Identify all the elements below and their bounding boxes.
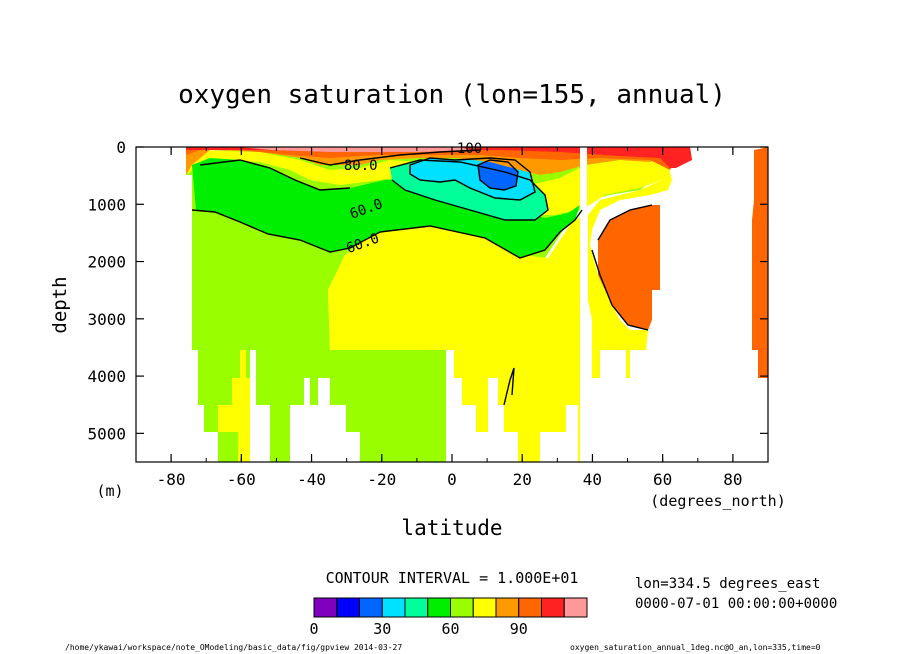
colorbar-swatch [404, 597, 429, 618]
region-70-80-southtail [186, 150, 668, 215]
colorbar [313, 597, 588, 618]
x-tick-label: 80 [723, 470, 742, 489]
colorbar-swatch [336, 597, 360, 618]
colorbar-swatch [313, 597, 338, 618]
contour-line-20 [477, 159, 519, 191]
region-90-100-arctic [752, 147, 768, 378]
colorbar-tick-label: 0 [309, 620, 318, 638]
colorbar-swatch [427, 597, 451, 618]
contour-line-30 [409, 157, 536, 201]
chart-title: oxygen saturation (lon=155, annual) [178, 80, 726, 110]
region-110-plus [240, 147, 470, 152]
colorbar-swatch [450, 597, 474, 618]
region-20-30 [478, 160, 518, 190]
y-tick-label: 0 [116, 138, 126, 157]
colorbar-tick-labels: 0 30 60 90 [309, 620, 527, 638]
y-tick-label: 3000 [87, 310, 126, 329]
colorbar-swatch [472, 597, 497, 618]
x-tick-label: -60 [227, 470, 256, 489]
x-tick-label: 60 [653, 470, 672, 489]
contour-label: 80.0 [344, 158, 378, 174]
contour-line-deep-n [503, 367, 515, 406]
colorbar-swatch [541, 597, 565, 618]
colorbar-swatch [359, 597, 383, 618]
time-info: 0000-07-01 00:00:00+0000 [635, 596, 837, 612]
y-tick-label: 2000 [87, 253, 126, 272]
y-axis-label: depth [49, 276, 71, 333]
colorbar-swatch [563, 597, 588, 618]
y-axis-units: (m) [96, 482, 123, 500]
colorbar-swatch [518, 597, 542, 618]
x-axis-ticks: -80 -60 -40 -20 0 20 40 60 80 [135, 147, 769, 489]
y-tick-label: 5000 [87, 424, 126, 443]
y-axis-ticks: 0 1000 2000 3000 4000 5000 [87, 138, 768, 443]
contour-fills [186, 147, 768, 462]
lon-info: lon=334.5 degrees_east [635, 576, 820, 592]
x-tick-label: 40 [583, 470, 602, 489]
y-tick-label: 1000 [87, 195, 126, 214]
contour-label: 100 [457, 141, 482, 157]
nodata-gap [676, 170, 682, 190]
contour-interval-label: CONTOUR INTERVAL = 1.000E+01 [326, 569, 579, 587]
colorbar-tick-label: 90 [510, 620, 528, 638]
x-tick-label: 20 [513, 470, 532, 489]
region-70-80-deep [328, 215, 585, 462]
colorbar-swatch [495, 597, 520, 618]
x-axis-units: (degrees_north) [650, 492, 785, 510]
region-70-80-north [588, 165, 672, 378]
contour-line-north [597, 204, 653, 241]
footer-path: /home/ykawai/workspace/note_OModeling/ba… [65, 643, 402, 652]
colorbar-tick-label: 30 [373, 620, 391, 638]
x-tick-label: 0 [447, 470, 457, 489]
nodata-column [580, 147, 587, 462]
contour-line-40 [389, 159, 549, 221]
y-tick-label: 4000 [87, 367, 126, 386]
colorbar-swatch [381, 597, 406, 618]
contour-line-north-deep [591, 249, 649, 331]
x-tick-label: -80 [157, 470, 186, 489]
contour-line-surface [299, 149, 481, 166]
x-tick-label: -20 [367, 470, 396, 489]
x-axis-label: latitude [401, 516, 502, 540]
x-tick-label: -40 [297, 470, 326, 489]
region-90-100-surface [186, 147, 692, 170]
colorbar-tick-label: 60 [441, 620, 459, 638]
region-90-100-north [598, 205, 660, 330]
region-100-110 [186, 147, 692, 168]
contour-lines [191, 149, 653, 406]
contour-line-80 [199, 159, 351, 191]
footer-file: oxygen_saturation_annual_1deg.nc@O_an,lo… [570, 643, 821, 652]
contour-line-60-upper [191, 209, 583, 259]
region-50-60 [192, 158, 580, 258]
region-70-80-south-pockets [218, 350, 250, 462]
